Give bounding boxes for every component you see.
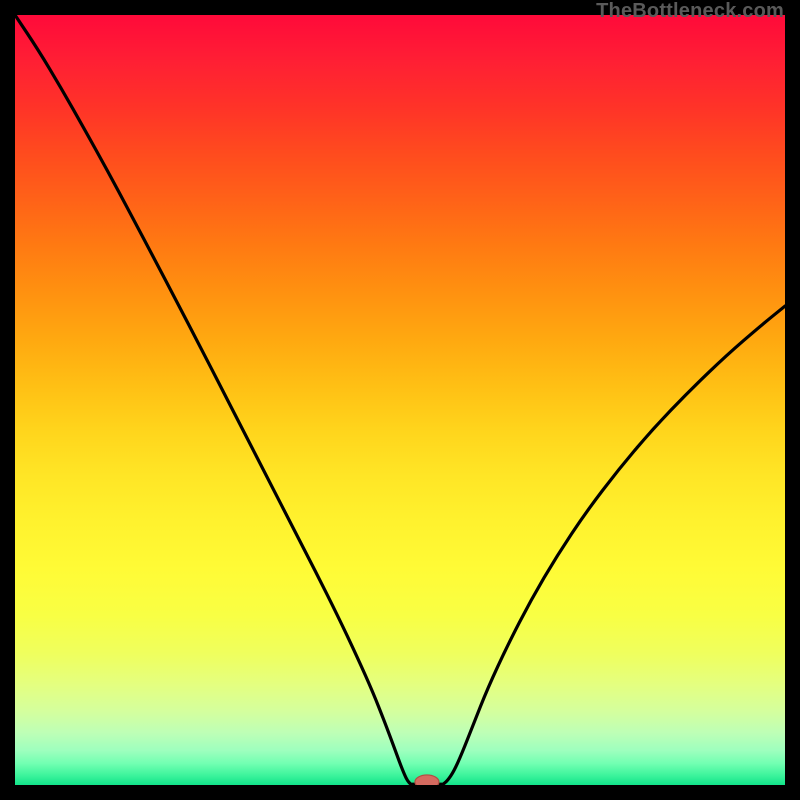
optimum-marker: [415, 775, 439, 785]
gradient-background: [15, 15, 785, 785]
bottleneck-chart-svg: [15, 15, 785, 785]
watermark-text: TheBottleneck.com: [596, 0, 784, 23]
chart-frame: [15, 15, 785, 785]
